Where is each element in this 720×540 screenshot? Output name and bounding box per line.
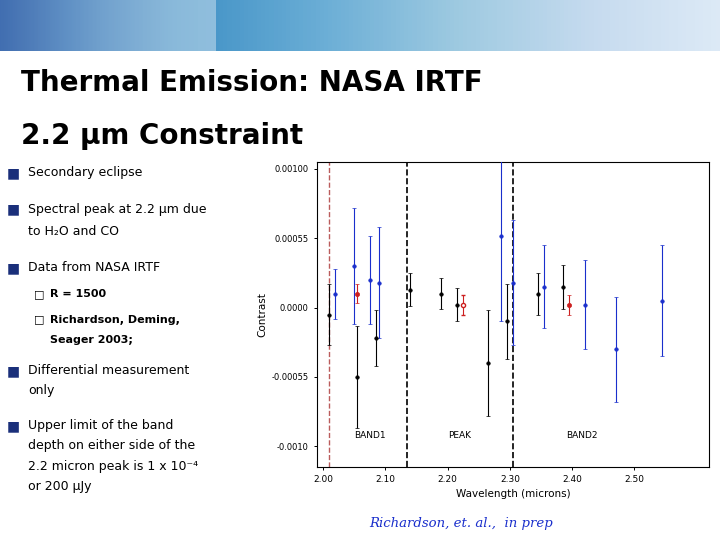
Text: depth on either side of the: depth on either side of the <box>28 440 196 453</box>
Text: Secondary eclipse: Secondary eclipse <box>28 166 143 179</box>
Text: Data from NASA IRTF: Data from NASA IRTF <box>28 261 161 274</box>
Text: PEAK: PEAK <box>449 431 472 440</box>
Text: BAND1: BAND1 <box>354 431 385 440</box>
Text: ■: ■ <box>7 166 20 180</box>
Text: to H₂O and CO: to H₂O and CO <box>28 225 120 238</box>
Text: Richardson, Deming,: Richardson, Deming, <box>50 315 179 325</box>
Y-axis label: Contrast: Contrast <box>257 292 267 337</box>
Text: □: □ <box>35 315 45 325</box>
Text: 2.2 μm Constraint: 2.2 μm Constraint <box>22 122 304 150</box>
Text: ■: ■ <box>7 419 20 433</box>
Text: R = 1500: R = 1500 <box>50 289 106 299</box>
Text: ■: ■ <box>7 364 20 378</box>
Text: or 200 μJy: or 200 μJy <box>28 480 92 493</box>
Text: 2.2 micron peak is 1 x 10⁻⁴: 2.2 micron peak is 1 x 10⁻⁴ <box>28 460 199 472</box>
Text: only: only <box>28 384 55 397</box>
Text: □: □ <box>35 289 45 299</box>
Text: ■: ■ <box>7 202 20 217</box>
Text: Thermal Emission: NASA IRTF: Thermal Emission: NASA IRTF <box>22 69 483 97</box>
Text: ■: ■ <box>7 261 20 275</box>
Text: Richardson, et. al.,  in prep: Richardson, et. al., in prep <box>369 516 553 530</box>
Text: BAND2: BAND2 <box>566 431 598 440</box>
Text: Upper limit of the band: Upper limit of the band <box>28 419 174 432</box>
Text: Differential measurement: Differential measurement <box>28 364 189 377</box>
Text: Seager 2003;: Seager 2003; <box>50 335 132 345</box>
Text: Spectral peak at 2.2 μm due: Spectral peak at 2.2 μm due <box>28 202 207 215</box>
X-axis label: Wavelength (microns): Wavelength (microns) <box>456 489 570 498</box>
